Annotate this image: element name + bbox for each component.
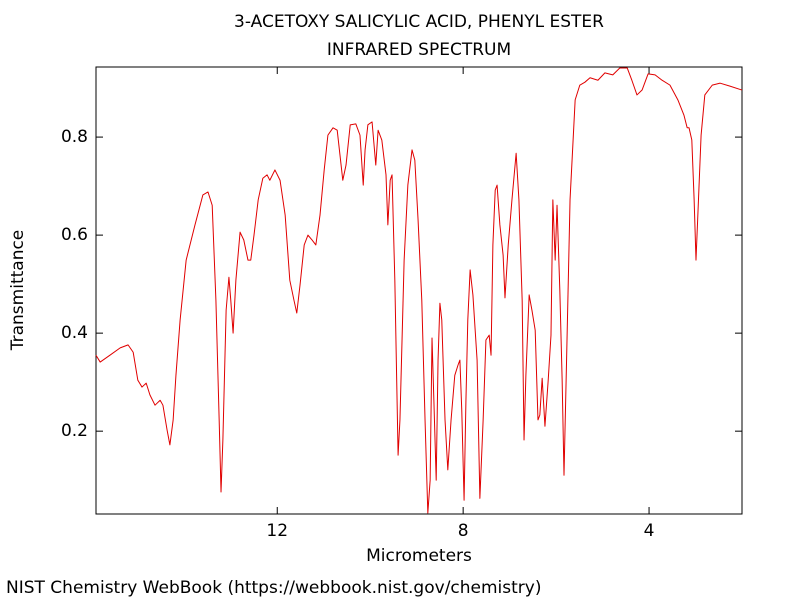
x-axis-label: Micrometers <box>366 546 472 566</box>
y-tick-label: 0.8 <box>61 127 88 147</box>
x-tick-label: 8 <box>458 521 469 541</box>
y-tick-label: 0.2 <box>61 421 88 441</box>
source-note: NIST Chemistry WebBook (https://webbook.… <box>6 578 541 598</box>
plot-frame <box>95 66 743 515</box>
y-axis-label: Transmittance <box>8 230 28 352</box>
y-tick-label: 0.4 <box>61 323 88 343</box>
y-tick-label: 0.6 <box>61 225 88 245</box>
spectrum-line <box>95 67 743 514</box>
chart-title: 3-ACETOXY SALICYLIC ACID, PHENYL ESTER <box>234 12 604 32</box>
chart-subtitle: INFRARED SPECTRUM <box>327 40 511 60</box>
x-tick-label: 4 <box>644 521 655 541</box>
x-tick-label: 12 <box>266 521 288 541</box>
